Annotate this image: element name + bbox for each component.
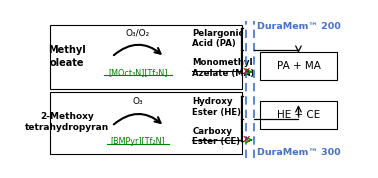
Text: ✕: ✕ — [241, 135, 251, 145]
Text: [BMPyr][Tf₂N]: [BMPyr][Tf₂N] — [111, 137, 166, 146]
Text: Carboxy
Ester (CE): Carboxy Ester (CE) — [192, 127, 240, 146]
FancyBboxPatch shape — [50, 92, 242, 154]
Text: DuraMem™ 300: DuraMem™ 300 — [257, 148, 340, 157]
Text: HE + CE: HE + CE — [277, 110, 320, 120]
Text: Pelargonic
Acid (PA): Pelargonic Acid (PA) — [192, 29, 244, 48]
Text: PA + MA: PA + MA — [277, 61, 321, 70]
FancyBboxPatch shape — [50, 25, 242, 88]
Text: DuraMem™ 200: DuraMem™ 200 — [257, 22, 341, 31]
Text: [MOct₃N][Tf₂N]: [MOct₃N][Tf₂N] — [108, 68, 168, 77]
Text: ✕: ✕ — [241, 67, 251, 77]
FancyBboxPatch shape — [260, 51, 337, 80]
Text: Methyl
oleate: Methyl oleate — [48, 45, 86, 68]
Text: Hydroxy
Ester (HE): Hydroxy Ester (HE) — [192, 97, 241, 117]
Text: Monomethyl
Azelate (MA): Monomethyl Azelate (MA) — [192, 58, 254, 78]
Text: O₃: O₃ — [133, 97, 143, 106]
Text: 2-Methoxy
tetrahydropyran: 2-Methoxy tetrahydropyran — [25, 112, 109, 132]
Text: O₃/O₂: O₃/O₂ — [126, 28, 150, 38]
FancyBboxPatch shape — [260, 101, 337, 129]
